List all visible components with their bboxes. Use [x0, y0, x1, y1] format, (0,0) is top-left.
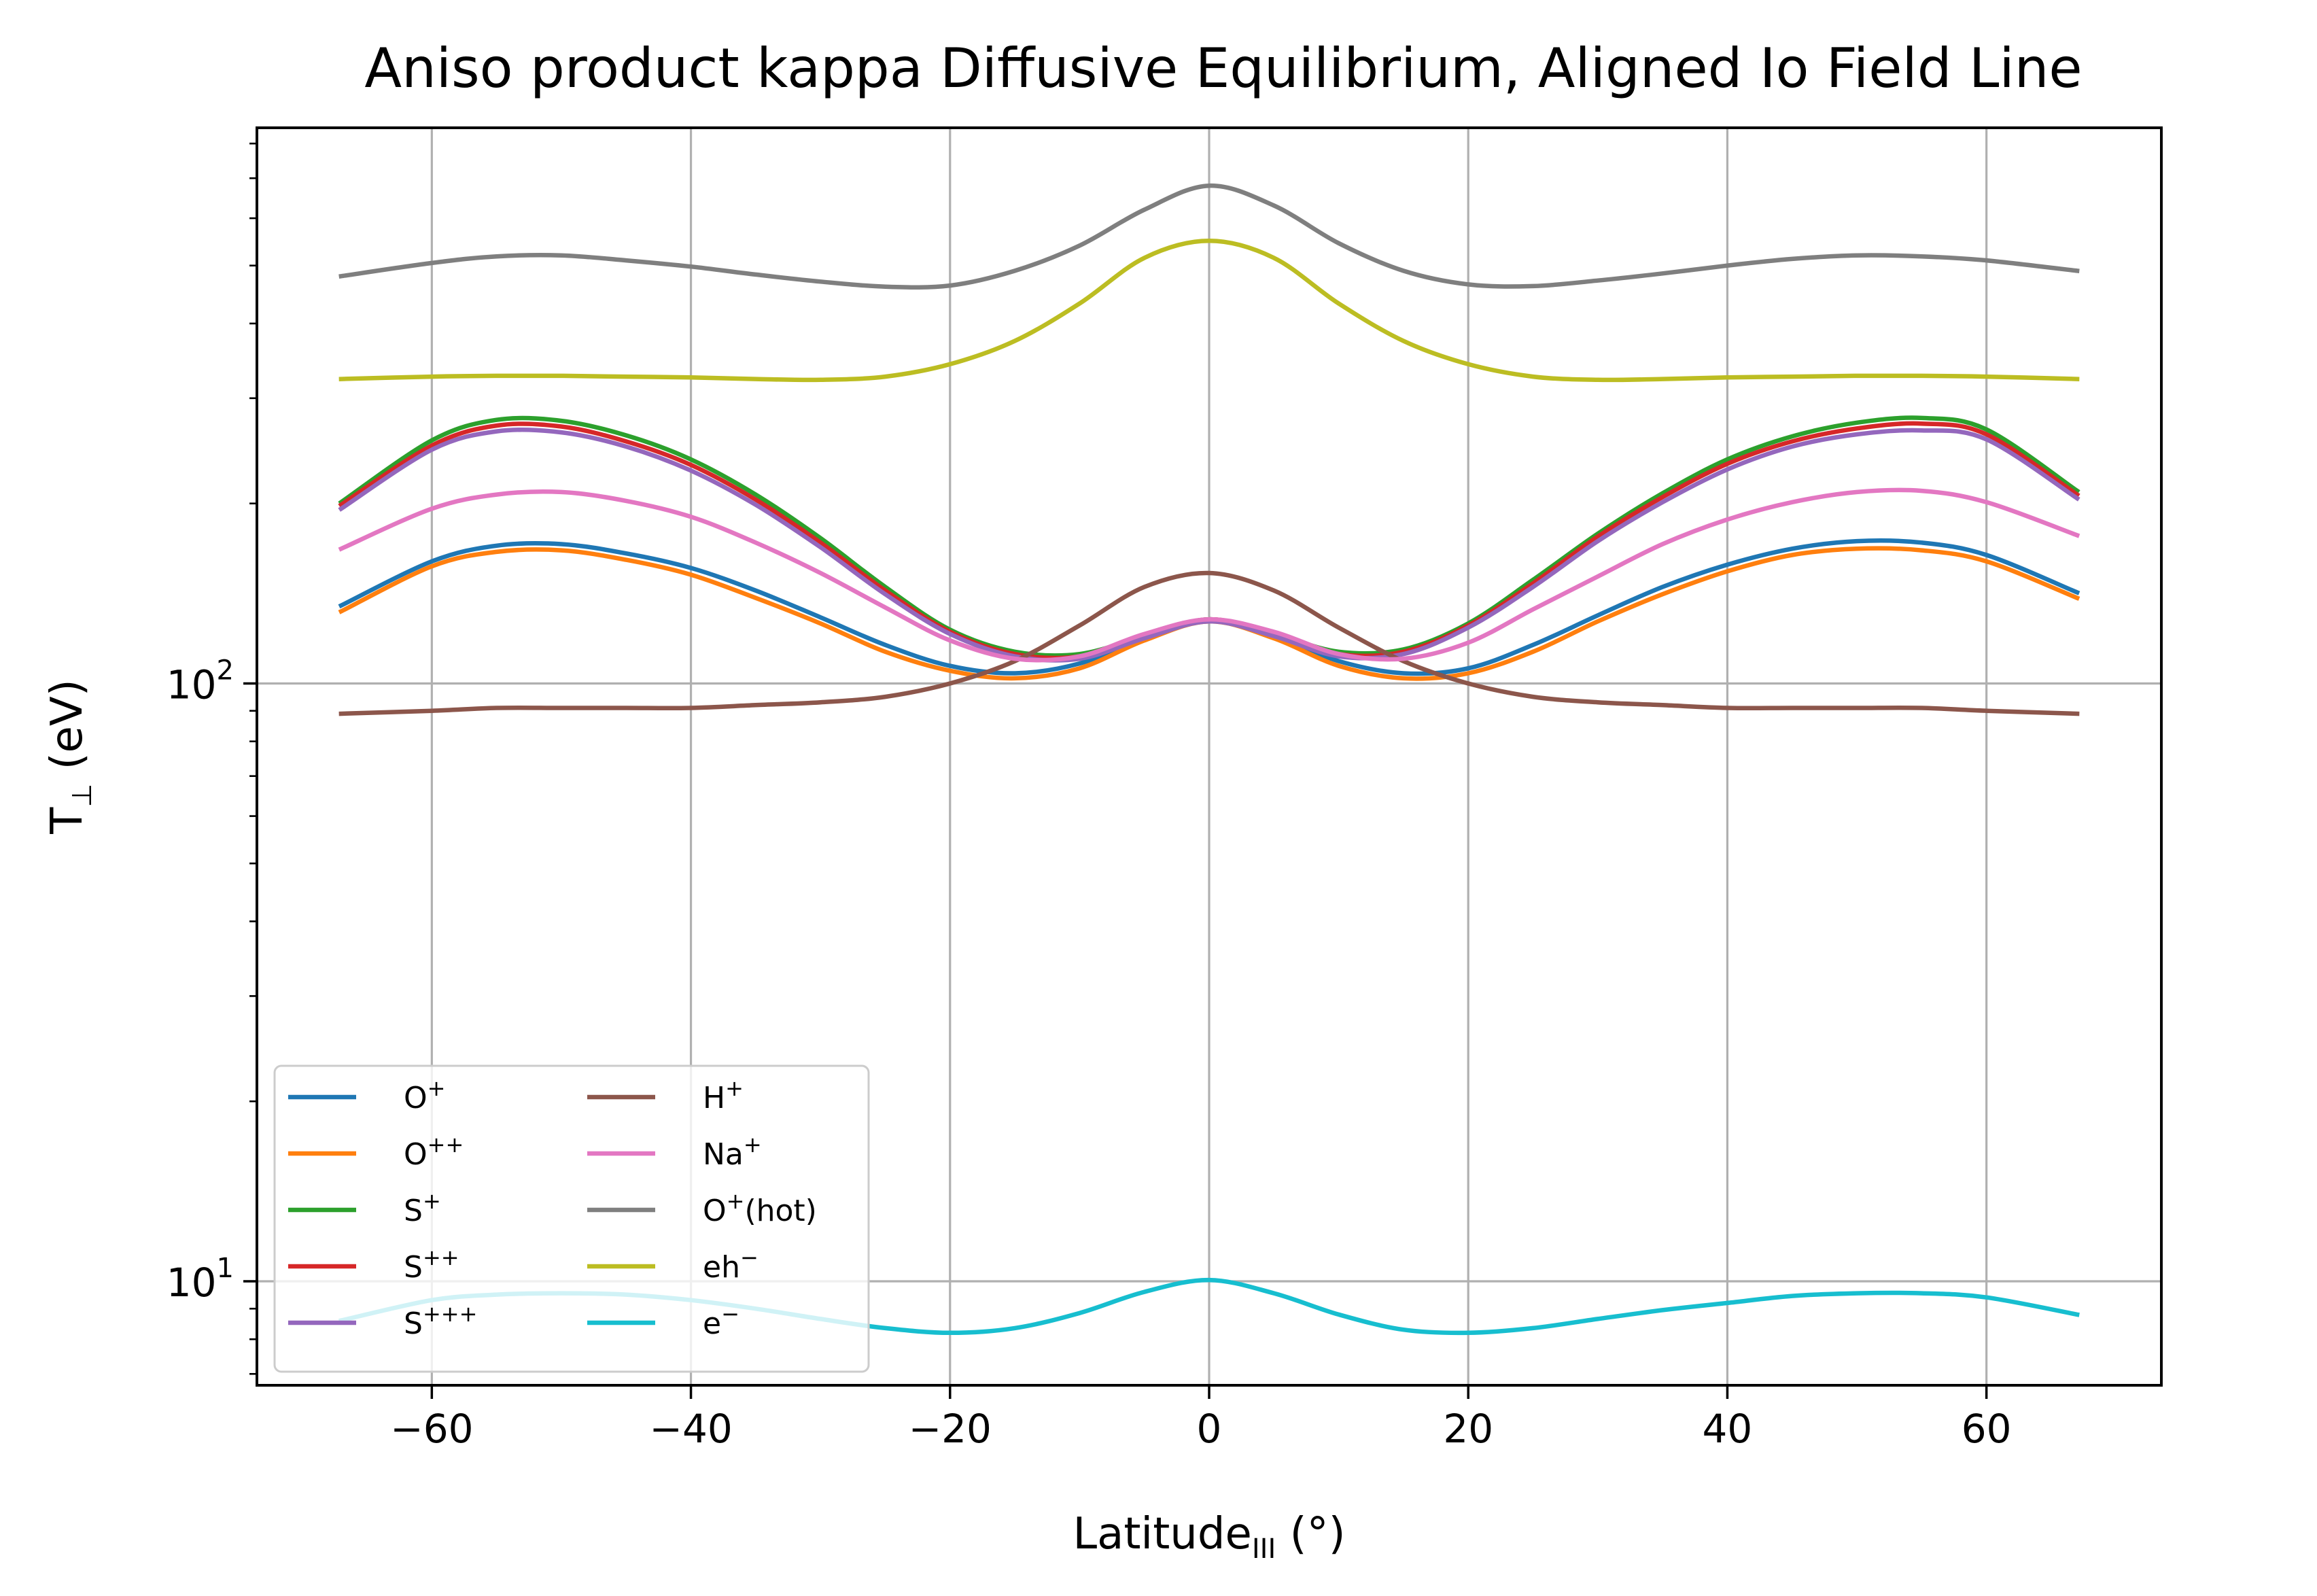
legend-label-name: S: [404, 1250, 423, 1285]
legend-label: S+++: [404, 1301, 477, 1341]
legend-label-sup: ++: [428, 1132, 464, 1158]
legend-label-suffix: (hot): [744, 1194, 816, 1228]
x-axis-label-unit: (°): [1276, 1509, 1345, 1559]
x-tick-label: 40: [1703, 1406, 1753, 1452]
y-axis-label: T⊥ (eV): [42, 679, 98, 834]
legend-label-sup: −: [740, 1245, 759, 1270]
series-line-5-h: [338, 570, 2080, 716]
legend-label-sup: +: [725, 1075, 744, 1101]
legend-label-name: Na: [703, 1137, 744, 1172]
series-layer: [338, 183, 2080, 1336]
x-tick-label: 60: [1962, 1406, 2012, 1452]
legend-entry: S++: [288, 1245, 459, 1285]
legend-entry: O+: [288, 1075, 445, 1115]
legend-box: [273, 1064, 870, 1373]
legend-label-sup: ++: [423, 1245, 459, 1270]
legend-entry: O+(hot): [587, 1188, 817, 1228]
legend-label: S++: [404, 1245, 459, 1285]
y-tick-exp: 2: [217, 655, 234, 686]
y-tick-label: 101: [167, 1253, 234, 1306]
y-tick-exp: 1: [217, 1253, 234, 1284]
x-axis-label-main: Latitude: [1073, 1509, 1251, 1559]
y-tick-base: 10: [167, 661, 217, 708]
chart-title: Aniso product kappa Diffusive Equilibriu…: [364, 37, 2082, 100]
y-tick-label: 102: [167, 655, 234, 708]
legend-entry: Na+: [587, 1132, 762, 1172]
legend-label: S+: [404, 1188, 441, 1228]
ticks: [243, 142, 1988, 1399]
legend-label-sup: −: [721, 1301, 739, 1327]
legend-label: O+(hot): [703, 1188, 817, 1228]
x-tick-label: 20: [1443, 1406, 1493, 1452]
legend-label-sup: +: [423, 1188, 441, 1214]
x-axis-label: LatitudeIII (°): [1073, 1509, 1345, 1565]
legend-label-sup: +: [744, 1132, 762, 1158]
legend-entry: e−: [587, 1301, 739, 1341]
x-tick-label: 0: [1197, 1406, 1222, 1452]
legend-label-name: e: [703, 1306, 721, 1341]
legend-label: O+: [404, 1075, 445, 1115]
y-axis-label-sub: ⊥: [67, 784, 98, 808]
legend-entry: eh−: [587, 1245, 759, 1285]
legend-label-name: H: [703, 1081, 725, 1115]
legend-label-sup: +: [727, 1188, 745, 1214]
series-line-8-eh: [338, 239, 2080, 383]
x-tick-label: −60: [390, 1406, 473, 1452]
series-line-7-ohot: [338, 183, 2080, 290]
legend-label-name: O: [404, 1137, 428, 1172]
legend-label-sup: +: [428, 1075, 446, 1101]
y-axis-label-main: T: [42, 807, 92, 835]
legend-label-name: O: [703, 1194, 727, 1228]
legend-label: e−: [703, 1301, 739, 1341]
legend-label-name: S: [404, 1194, 423, 1228]
legend-label: O++: [404, 1132, 464, 1172]
legend-label-sup: +++: [423, 1301, 477, 1327]
x-tick-label: −40: [649, 1406, 732, 1452]
y-axis-label-unit: (eV): [42, 679, 92, 783]
legend-label-name: O: [404, 1081, 428, 1115]
legend-label-name: eh: [703, 1250, 740, 1285]
legend-label-name: S: [404, 1306, 423, 1341]
series-line-6-na: [338, 487, 2080, 663]
legend-entry: S+: [288, 1188, 441, 1228]
legend-label: eh−: [703, 1245, 759, 1285]
legend-entry: O++: [288, 1132, 464, 1172]
x-axis-label-sub: III: [1252, 1533, 1276, 1565]
legend-entry: H+: [587, 1075, 744, 1115]
legend-label: H+: [703, 1075, 744, 1115]
legend-label: Na+: [703, 1132, 762, 1172]
x-tick-label: −20: [909, 1406, 992, 1452]
legend: O+O++S+S++S+++H+Na+O+(hot)eh−e−: [273, 1064, 870, 1373]
y-tick-base: 10: [167, 1260, 217, 1306]
legend-entry: S+++: [288, 1301, 477, 1341]
